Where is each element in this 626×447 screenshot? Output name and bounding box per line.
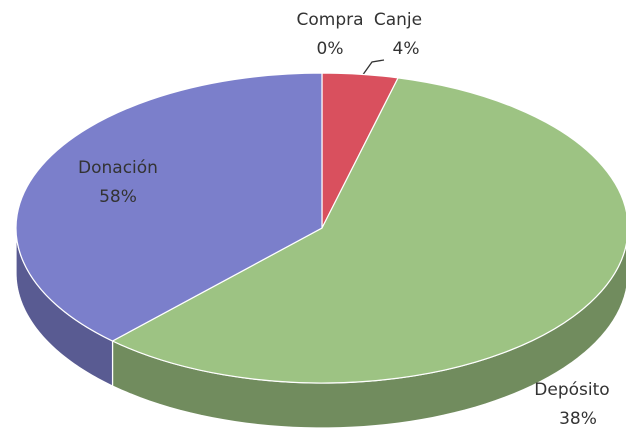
category-label: Compra bbox=[296, 10, 363, 30]
value-label: 4% bbox=[393, 39, 420, 59]
category-label: Canje bbox=[374, 10, 422, 30]
leader-line bbox=[361, 59, 385, 77]
category-label: Donación bbox=[78, 158, 158, 178]
value-label: 58% bbox=[99, 187, 137, 207]
slice bbox=[15, 72, 323, 342]
category-label: Depósito bbox=[534, 380, 609, 400]
value-label: 38% bbox=[559, 409, 597, 429]
slice bbox=[111, 77, 626, 384]
value-label: 0% bbox=[317, 39, 344, 59]
